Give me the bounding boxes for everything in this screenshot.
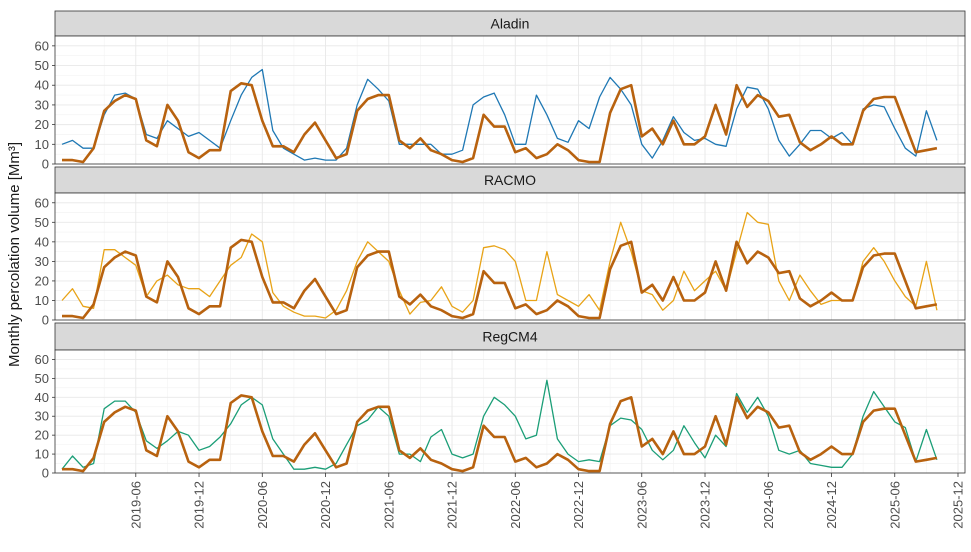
y-tick-label: 40 [35,78,49,93]
y-tick-label: 10 [35,447,49,462]
y-tick-label: 30 [35,409,49,424]
x-tick-label: 2024-06 [761,481,776,529]
strip-regcm4 [54,322,966,351]
y-tick-label: 0 [42,157,49,172]
y-tick-label: 20 [35,273,49,288]
y-tick-label: 0 [42,466,49,481]
y-tick-label: 50 [35,215,49,230]
y-tick-label: 40 [35,234,49,249]
strip-racmo [54,166,966,194]
y-axis-label: Monthly percolation volume [Mm³] [6,142,23,367]
panel-border [54,192,966,321]
x-tick-label: 2022-12 [571,481,586,529]
x-tick-label: 2024-12 [824,481,839,529]
y-tick-label: 60 [35,38,49,53]
strip-label-regcm4: RegCM4 [482,329,537,345]
series-line-aladin [61,68,938,161]
y-tick-label: 20 [35,428,49,443]
strip-label-racmo: RACMO [484,172,536,188]
x-tick-label: 2019-06 [128,481,143,529]
panel-bg-aladin [55,36,965,164]
x-tick-label: 2023-06 [634,481,649,529]
y-tick-label: 60 [35,352,49,367]
strip-label-aladin: Aladin [491,16,530,32]
series-line-regcm4 [61,379,938,470]
y-tick-label: 20 [35,117,49,132]
y-tick-label: 30 [35,97,49,112]
y-tick-label: 30 [35,254,49,269]
y-tick-label: 60 [35,195,49,210]
series-line-reference [62,82,938,164]
series-line-reference [62,238,938,320]
y-tick-label: 10 [35,137,49,152]
y-tick-label: 40 [35,390,49,405]
panel-border [54,35,966,165]
y-tick-label: 50 [35,371,49,386]
y-tick-label: 0 [42,313,49,328]
x-tick-label: 2020-12 [318,481,333,529]
x-tick-label: 2022-06 [508,481,523,529]
y-tick-label: 50 [35,58,49,73]
panel-border [54,349,966,474]
x-tick-label: 2025-12 [951,481,966,529]
series-line-reference [62,394,938,473]
strip-aladin [54,10,966,37]
x-tick-label: 2023-12 [698,481,713,529]
x-tick-label: 2025-06 [887,481,902,529]
x-tick-label: 2021-12 [445,481,460,529]
x-tick-label: 2019-12 [192,481,207,529]
x-tick-label: 2020-06 [255,481,270,529]
series-line-racmo [61,211,938,319]
x-tick-label: 2021-06 [381,481,396,529]
y-tick-label: 10 [35,293,49,308]
